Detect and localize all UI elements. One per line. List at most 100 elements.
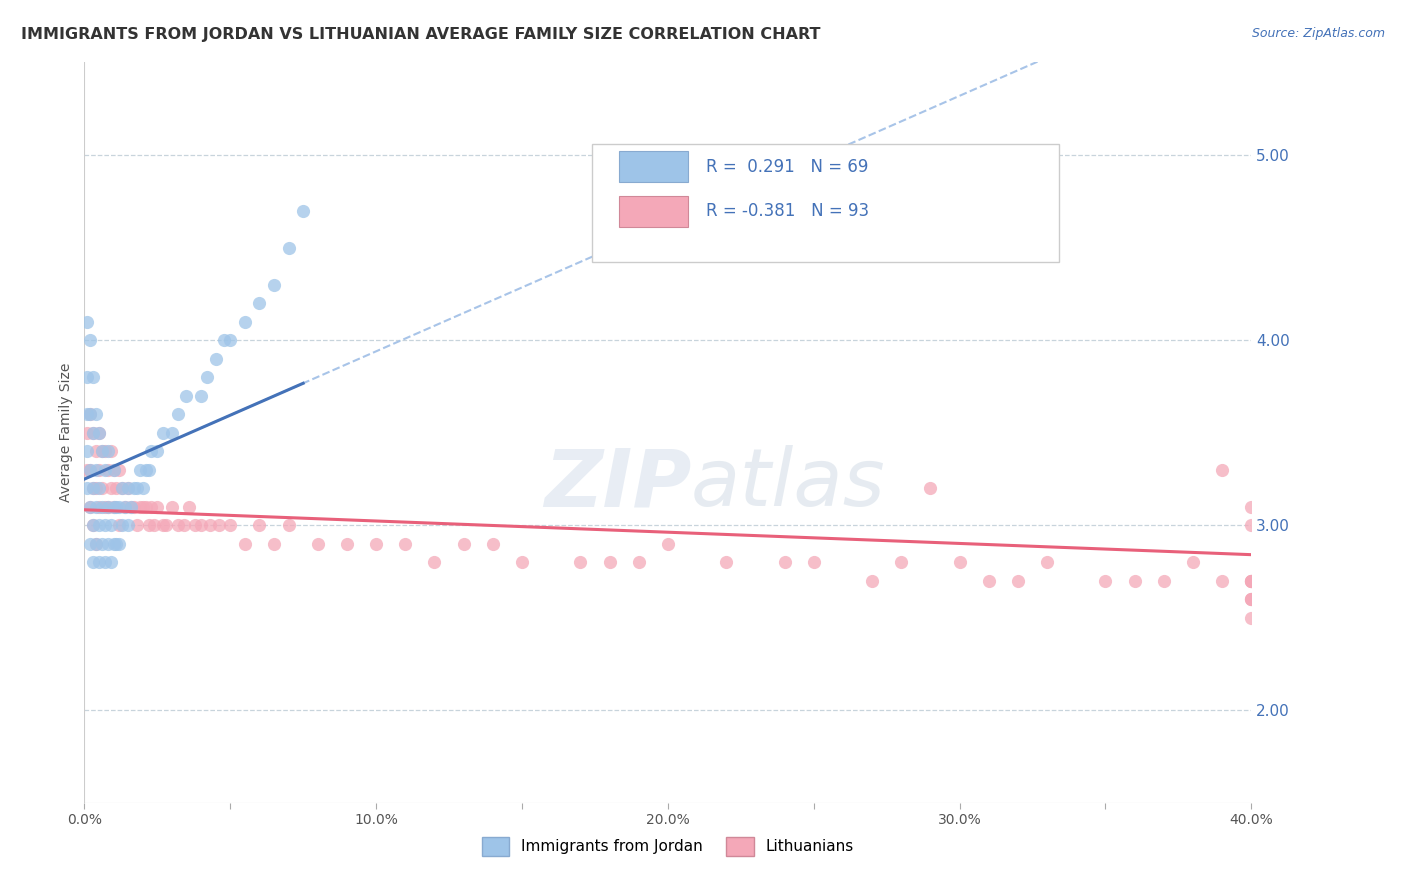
Point xyxy=(219,518,242,533)
Point xyxy=(82,425,104,440)
Point xyxy=(1240,592,1263,607)
Point xyxy=(1240,592,1263,607)
FancyBboxPatch shape xyxy=(592,144,1059,262)
Point xyxy=(94,500,117,514)
Point xyxy=(146,444,169,458)
Point xyxy=(79,536,101,550)
Point xyxy=(204,351,226,366)
Point xyxy=(307,536,329,550)
Point xyxy=(87,425,110,440)
Point xyxy=(79,500,101,514)
Point xyxy=(263,277,285,292)
Point xyxy=(135,462,157,476)
Point xyxy=(97,462,120,476)
Point xyxy=(122,500,145,514)
Point xyxy=(166,407,188,421)
Point xyxy=(87,481,110,495)
Point xyxy=(82,425,104,440)
Point xyxy=(108,518,131,533)
Point xyxy=(97,500,120,514)
Point xyxy=(84,462,107,476)
Point xyxy=(82,518,104,533)
Point xyxy=(233,315,256,329)
Point xyxy=(190,388,212,402)
Text: IMMIGRANTS FROM JORDAN VS LITHUANIAN AVERAGE FAMILY SIZE CORRELATION CHART: IMMIGRANTS FROM JORDAN VS LITHUANIAN AVE… xyxy=(21,27,821,42)
Legend: Immigrants from Jordan, Lithuanians: Immigrants from Jordan, Lithuanians xyxy=(475,831,860,862)
Point xyxy=(138,462,160,476)
Point xyxy=(890,555,912,569)
Point xyxy=(336,536,359,550)
Point xyxy=(79,500,101,514)
Point xyxy=(143,518,166,533)
Point xyxy=(79,407,101,421)
Point xyxy=(1240,574,1263,588)
Point xyxy=(87,555,110,569)
Point xyxy=(84,444,107,458)
Point xyxy=(1036,555,1059,569)
Point xyxy=(1123,574,1146,588)
Point xyxy=(569,555,592,569)
Point xyxy=(920,481,942,495)
Point xyxy=(176,388,198,402)
Point xyxy=(100,518,122,533)
Point xyxy=(90,481,112,495)
Point xyxy=(79,462,101,476)
Point xyxy=(94,462,117,476)
Text: R =  0.291   N = 69: R = 0.291 N = 69 xyxy=(706,158,869,176)
Point xyxy=(103,500,125,514)
Point xyxy=(1211,574,1233,588)
Point xyxy=(100,481,122,495)
Point xyxy=(82,481,104,495)
Point xyxy=(152,518,174,533)
Point xyxy=(1153,574,1175,588)
Point xyxy=(141,500,163,514)
Point xyxy=(977,574,1000,588)
Point xyxy=(128,462,150,476)
FancyBboxPatch shape xyxy=(619,152,688,182)
Text: atlas: atlas xyxy=(692,445,886,524)
Point xyxy=(84,536,107,550)
Point xyxy=(108,500,131,514)
Point xyxy=(76,425,98,440)
Point xyxy=(84,500,107,514)
Point xyxy=(108,462,131,476)
Point xyxy=(125,518,148,533)
Point xyxy=(860,574,883,588)
Point xyxy=(146,500,169,514)
Point xyxy=(1240,574,1263,588)
Y-axis label: Average Family Size: Average Family Size xyxy=(59,363,73,502)
Point xyxy=(111,481,134,495)
Point xyxy=(207,518,229,533)
Point xyxy=(76,315,98,329)
Point xyxy=(657,536,679,550)
Point xyxy=(423,555,446,569)
Point xyxy=(599,555,621,569)
Point xyxy=(117,481,139,495)
Point xyxy=(90,444,112,458)
Point xyxy=(160,425,183,440)
Text: ZIP: ZIP xyxy=(544,445,692,524)
Point xyxy=(173,518,195,533)
Point xyxy=(87,462,110,476)
Point xyxy=(1240,500,1263,514)
Point xyxy=(949,555,972,569)
Point xyxy=(1240,574,1263,588)
Point xyxy=(716,555,738,569)
Point xyxy=(82,370,104,384)
Point xyxy=(773,555,796,569)
Point xyxy=(100,444,122,458)
Point xyxy=(79,333,101,347)
FancyBboxPatch shape xyxy=(619,195,688,227)
Text: Source: ZipAtlas.com: Source: ZipAtlas.com xyxy=(1251,27,1385,40)
Point xyxy=(249,518,271,533)
Point xyxy=(152,425,174,440)
Point xyxy=(97,500,120,514)
Point xyxy=(79,462,101,476)
Point xyxy=(103,536,125,550)
Point xyxy=(76,462,98,476)
Point xyxy=(627,555,650,569)
Point xyxy=(1211,462,1233,476)
Point xyxy=(87,425,110,440)
Point xyxy=(111,481,134,495)
Point xyxy=(120,500,142,514)
